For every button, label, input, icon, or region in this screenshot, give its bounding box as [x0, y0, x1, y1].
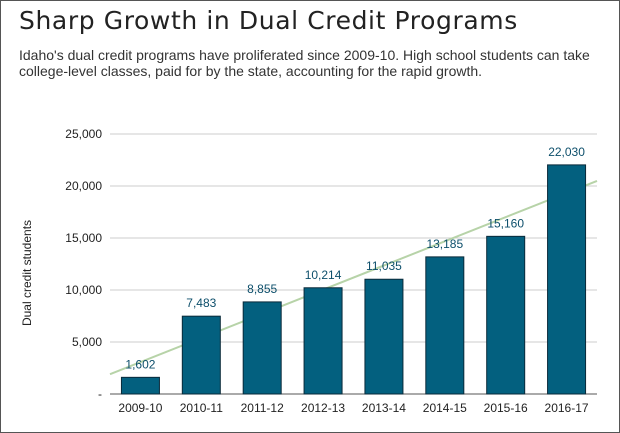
y-tick-label: 20,000	[65, 179, 102, 193]
y-tick-label: 25,000	[65, 127, 102, 141]
bar-2016-17	[547, 164, 587, 395]
chart-title: Sharp Growth in Dual Credit Programs	[19, 6, 518, 35]
x-tick-label: 2013-14	[362, 401, 406, 415]
bar-2013-14	[364, 278, 404, 395]
bar-2009-10	[120, 376, 160, 395]
x-tick-label: 2016-17	[545, 401, 589, 415]
y-axis-label: Dual credit students	[20, 220, 34, 326]
data-label: 7,483	[186, 296, 216, 310]
y-tick-label: 5,000	[72, 335, 102, 349]
bar-2011-12	[242, 301, 282, 395]
x-tick-label: 2014-15	[423, 401, 467, 415]
data-label: 1,602	[125, 357, 155, 371]
x-tick-label: 2010-11	[180, 401, 223, 415]
data-label: 8,855	[247, 282, 277, 296]
data-label: 13,185	[426, 237, 463, 251]
chart-subtitle: Idaho's dual credit programs have prolif…	[19, 47, 590, 79]
data-label: 10,214	[305, 268, 342, 282]
x-tick-label: 2009-10	[118, 401, 162, 415]
data-labels: 1,602 7,483 8,855 10,214 11,035 13,185 15,160 2…	[125, 145, 585, 371]
bar-2010-11	[181, 315, 221, 395]
x-tick-label: 2015-16	[484, 401, 528, 415]
data-label: 22,030	[548, 145, 585, 159]
y-tick-label: 10,000	[65, 283, 102, 297]
x-tick-label: 2011-12	[241, 401, 284, 415]
x-tick-label: 2012-13	[301, 401, 345, 415]
y-tick-label: 15,000	[65, 231, 102, 245]
bars	[120, 164, 587, 395]
x-axis-ticks: 2009-10 2010-11 2011-12 2012-13 2013-14 2014-…	[118, 401, 588, 415]
y-axis-ticks: - 5,000 10,000 15,000 20,000 25,000	[65, 127, 102, 401]
bar-2015-16	[486, 235, 526, 395]
y-tick-label: -	[98, 387, 102, 401]
bar-2012-13	[303, 287, 343, 395]
bar-2014-15	[425, 256, 465, 395]
data-label: 15,160	[487, 216, 524, 230]
data-label: 11,035	[366, 259, 402, 273]
